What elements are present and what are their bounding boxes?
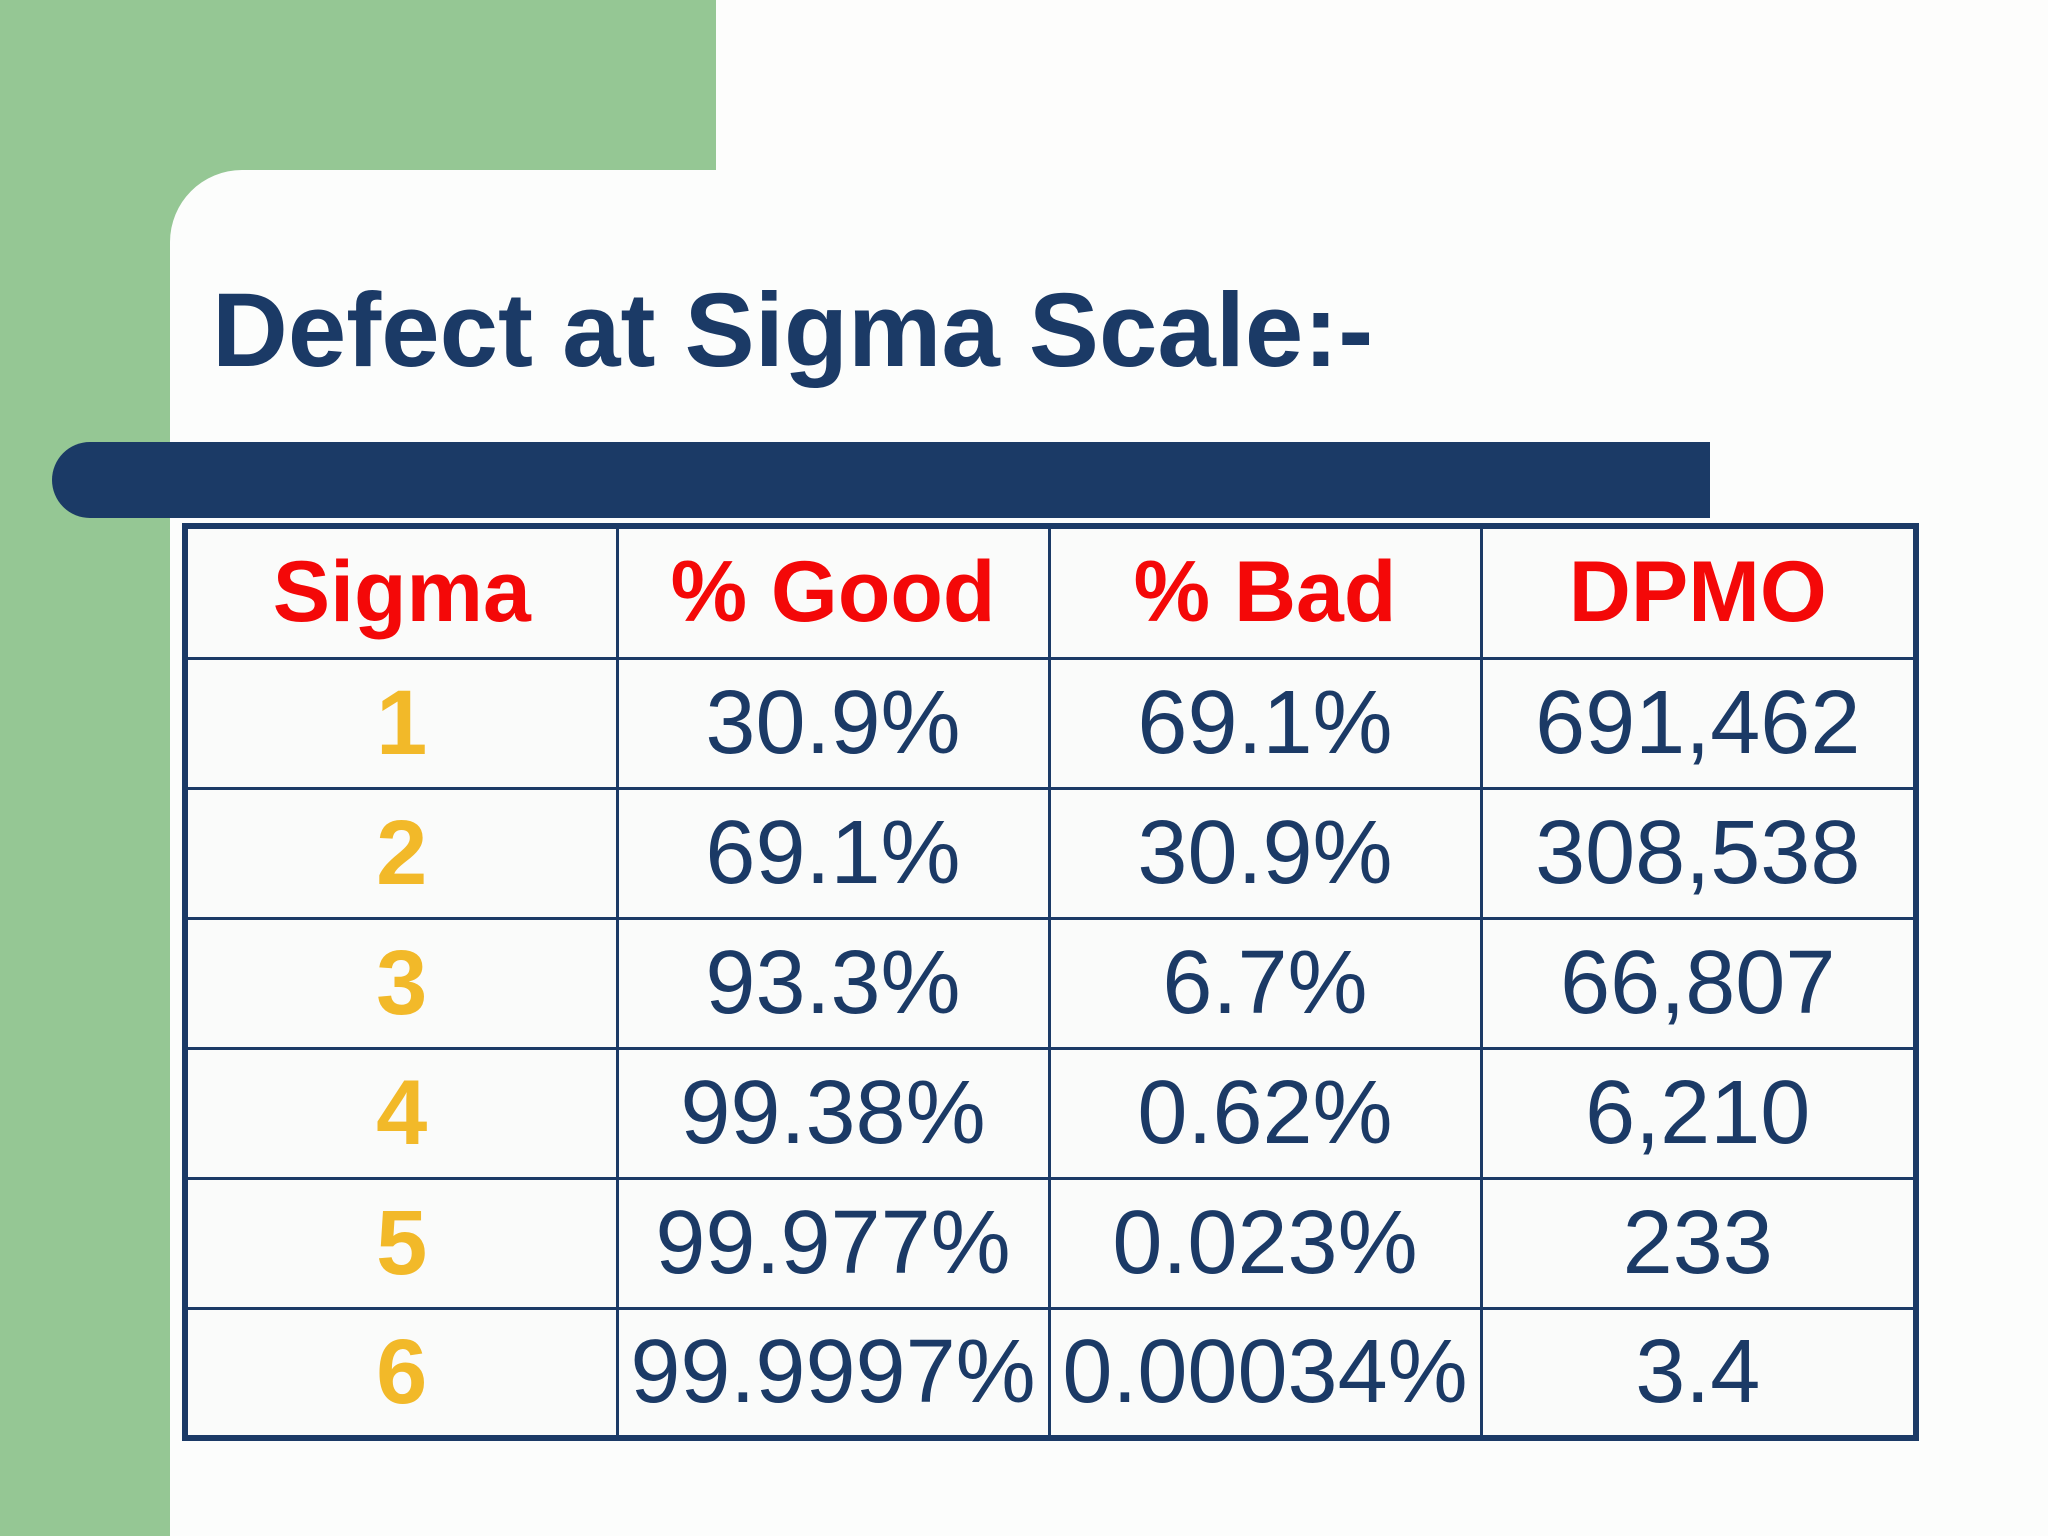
bad-value: 6.7% <box>1047 916 1483 1050</box>
good-value: 99.977% <box>615 1176 1051 1310</box>
header-row: Sigma % Good % Bad DPMO <box>183 524 1918 660</box>
bad-value: 69.1% <box>1047 656 1483 790</box>
sigma-value: 2 <box>183 786 619 920</box>
dpmo-value: 691,462 <box>1479 656 1918 790</box>
sigma-value: 5 <box>183 1176 619 1310</box>
dpmo-value: 233 <box>1479 1176 1918 1310</box>
table-row: 1 30.9% 69.1% 691,462 <box>183 656 1918 790</box>
bad-value: 30.9% <box>1047 786 1483 920</box>
dpmo-value: 66,807 <box>1479 916 1918 1050</box>
table-row: 6 99.9997% 0.00034% 3.4 <box>183 1306 1918 1440</box>
good-value: 99.38% <box>615 1046 1051 1180</box>
dpmo-value: 6,210 <box>1479 1046 1918 1180</box>
table-row: 3 93.3% 6.7% 66,807 <box>183 916 1918 1050</box>
column-header-bad: % Bad <box>1047 524 1483 660</box>
sigma-table: Sigma % Good % Bad DPMO 1 30.9% 69.1% 69… <box>182 523 1919 1441</box>
dpmo-value: 308,538 <box>1479 786 1918 920</box>
sigma-value: 4 <box>183 1046 619 1180</box>
sigma-value: 6 <box>183 1306 619 1440</box>
good-value: 69.1% <box>615 786 1051 920</box>
good-value: 93.3% <box>615 916 1051 1050</box>
bad-value: 0.023% <box>1047 1176 1483 1310</box>
sigma-value: 1 <box>183 656 619 790</box>
title-divider-bar <box>52 442 1710 518</box>
column-header-dpmo: DPMO <box>1479 524 1918 660</box>
table-row: 4 99.38% 0.62% 6,210 <box>183 1046 1918 1180</box>
good-value: 99.9997% <box>615 1306 1051 1440</box>
column-header-sigma: Sigma <box>183 524 619 660</box>
bad-value: 0.62% <box>1047 1046 1483 1180</box>
table-row: 2 69.1% 30.9% 308,538 <box>183 786 1918 920</box>
sigma-value: 3 <box>183 916 619 1050</box>
slide-title: Defect at Sigma Scale:- <box>212 272 1374 389</box>
bad-value: 0.00034% <box>1047 1306 1483 1440</box>
table-row: 5 99.977% 0.023% 233 <box>183 1176 1918 1310</box>
column-header-good: % Good <box>615 524 1051 660</box>
good-value: 30.9% <box>615 656 1051 790</box>
dpmo-value: 3.4 <box>1479 1306 1918 1440</box>
